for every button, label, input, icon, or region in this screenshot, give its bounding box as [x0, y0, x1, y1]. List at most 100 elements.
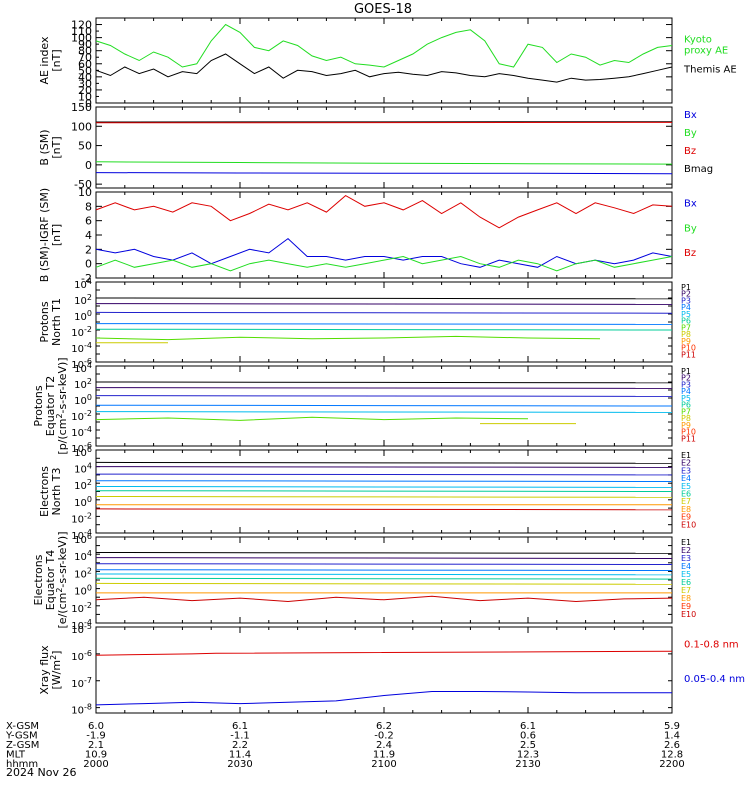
- y-tick-label: 10-4: [71, 618, 92, 632]
- y-tick-label: -50: [74, 178, 92, 191]
- channel-label: E1: [681, 451, 691, 460]
- series-line-0-1-0-8-nm: [95, 650, 673, 656]
- y-axis-label: [e/(cm2-s-sr-keV)]: [55, 532, 69, 629]
- channel-label: P2: [681, 290, 691, 299]
- y-axis-label: North T1: [50, 298, 63, 346]
- y-tick-label: 10-2: [71, 409, 92, 423]
- y-tick-label: 10-4: [71, 425, 92, 439]
- channel-label: E4: [681, 562, 691, 571]
- legend-entry: By: [684, 223, 697, 234]
- series-line-by: [95, 255, 673, 272]
- series-line-p1: [95, 297, 673, 300]
- y-tick-label: 106: [74, 445, 92, 459]
- ephemeris-value: -1.1: [230, 731, 250, 742]
- series-line-e9: [95, 595, 673, 603]
- date-label: 2024 Nov 26: [6, 766, 76, 779]
- legend-entry: Themis AE: [683, 64, 737, 75]
- ephemeris-value: 0.6: [520, 731, 536, 742]
- ephemeris-value: 2.1: [88, 740, 104, 751]
- series-line-e6: [95, 490, 673, 492]
- series-line-e3: [95, 563, 673, 565]
- y-axis-label: North T3: [50, 468, 63, 516]
- y-tick-label: 100: [74, 584, 92, 598]
- channel-label: E8: [681, 505, 691, 514]
- series-line-themis-ae: [95, 53, 673, 83]
- ephemeris-row-label: Z-GSM: [6, 740, 39, 751]
- ephemeris-value: 2.5: [520, 740, 536, 751]
- panel-frame: [95, 281, 673, 363]
- y-tick-label: 6: [85, 215, 92, 228]
- ephemeris-value: 11.9: [373, 750, 395, 761]
- panel-frame: [95, 191, 673, 279]
- ephemeris-value: 1.4: [664, 731, 680, 742]
- ephemeris-row-label: X-GSM: [6, 721, 39, 732]
- channel-label: E10: [681, 610, 696, 619]
- series-line-bx: [95, 237, 673, 268]
- series-line-e1: [95, 552, 673, 554]
- legend-entry: proxy AE: [684, 45, 728, 56]
- y-tick-label: 102: [74, 566, 92, 580]
- y-axis-label: [nT]: [50, 136, 63, 158]
- ephemeris-value: 6.2: [376, 721, 392, 732]
- ephemeris-value: 2000: [83, 759, 108, 770]
- series-line-p4: [95, 323, 673, 325]
- channel-label: E5: [681, 482, 691, 491]
- series-line-e3: [95, 473, 673, 476]
- channel-label: E9: [681, 513, 691, 522]
- y-tick-label: 80: [78, 45, 92, 58]
- ephemeris-value: 12.8: [661, 750, 683, 761]
- channel-label: E7: [681, 497, 691, 506]
- channel-label: P5: [681, 394, 691, 403]
- channel-label: P9: [681, 421, 691, 430]
- series-line-e6: [95, 577, 673, 580]
- y-tick-label: 120: [71, 19, 92, 32]
- y-tick-label: 60: [78, 58, 92, 71]
- channel-label: P1: [681, 283, 691, 292]
- y-tick-label: 104: [74, 462, 92, 476]
- y-tick-label: 70: [78, 51, 92, 64]
- series-line-p3: [95, 311, 673, 314]
- ephemeris-value: 5.9: [664, 721, 680, 732]
- y-tick-label: -2: [81, 272, 92, 285]
- y-tick-label: 100: [74, 495, 92, 509]
- ephemeris-value: 6.1: [232, 721, 248, 732]
- chart-title: GOES-18: [354, 2, 412, 17]
- panel-frame: [95, 536, 673, 624]
- y-axis-label: [W/m2]: [49, 651, 63, 690]
- y-axis-label: B (SM)-IGRF (SM): [38, 188, 51, 282]
- channel-label: P4: [681, 303, 691, 312]
- series-line-by: [95, 161, 673, 165]
- ephemeris-value: -1.9: [86, 731, 106, 742]
- series-line-p4: [95, 404, 673, 407]
- series-line-e1: [95, 461, 673, 464]
- channel-label: P3: [681, 296, 691, 305]
- channel-label: P11: [681, 434, 696, 443]
- series-line-e4: [95, 480, 673, 482]
- y-tick-label: 8: [85, 200, 92, 213]
- y-tick-label: 102: [74, 293, 92, 307]
- y-axis-label: Equator T4: [44, 550, 57, 610]
- channel-label: P9: [681, 337, 691, 346]
- y-tick-label: 104: [74, 361, 92, 375]
- series-line-e2: [95, 466, 673, 468]
- series-line-bz: [95, 194, 673, 229]
- ephemeris-value: 6.0: [88, 721, 104, 732]
- channel-label: E9: [681, 602, 691, 611]
- y-axis-label: Electrons: [38, 466, 51, 517]
- channel-label: E2: [681, 459, 691, 468]
- y-tick-label: 90: [78, 38, 92, 51]
- y-tick-label: 10-4: [71, 341, 92, 355]
- legend-entry: Bx: [684, 199, 697, 210]
- ephemeris-value: -0.2: [374, 731, 394, 742]
- ephemeris-row-label: Y-GSM: [5, 731, 38, 742]
- channel-label: P8: [681, 414, 691, 423]
- panel-frame: [95, 106, 673, 189]
- y-tick-label: 10-8: [71, 703, 92, 717]
- y-tick-label: 4: [85, 229, 92, 242]
- ephemeris-value: 6.1: [520, 721, 536, 732]
- y-tick-label: 10-6: [71, 357, 92, 371]
- ephemeris-row-label: MLT: [6, 750, 26, 761]
- channel-label: E7: [681, 586, 691, 595]
- channel-label: P10: [681, 344, 696, 353]
- panel-bsm: -50 0 50 100 150 B (SM) [nT] Bx By Bz Bmag: [38, 101, 713, 191]
